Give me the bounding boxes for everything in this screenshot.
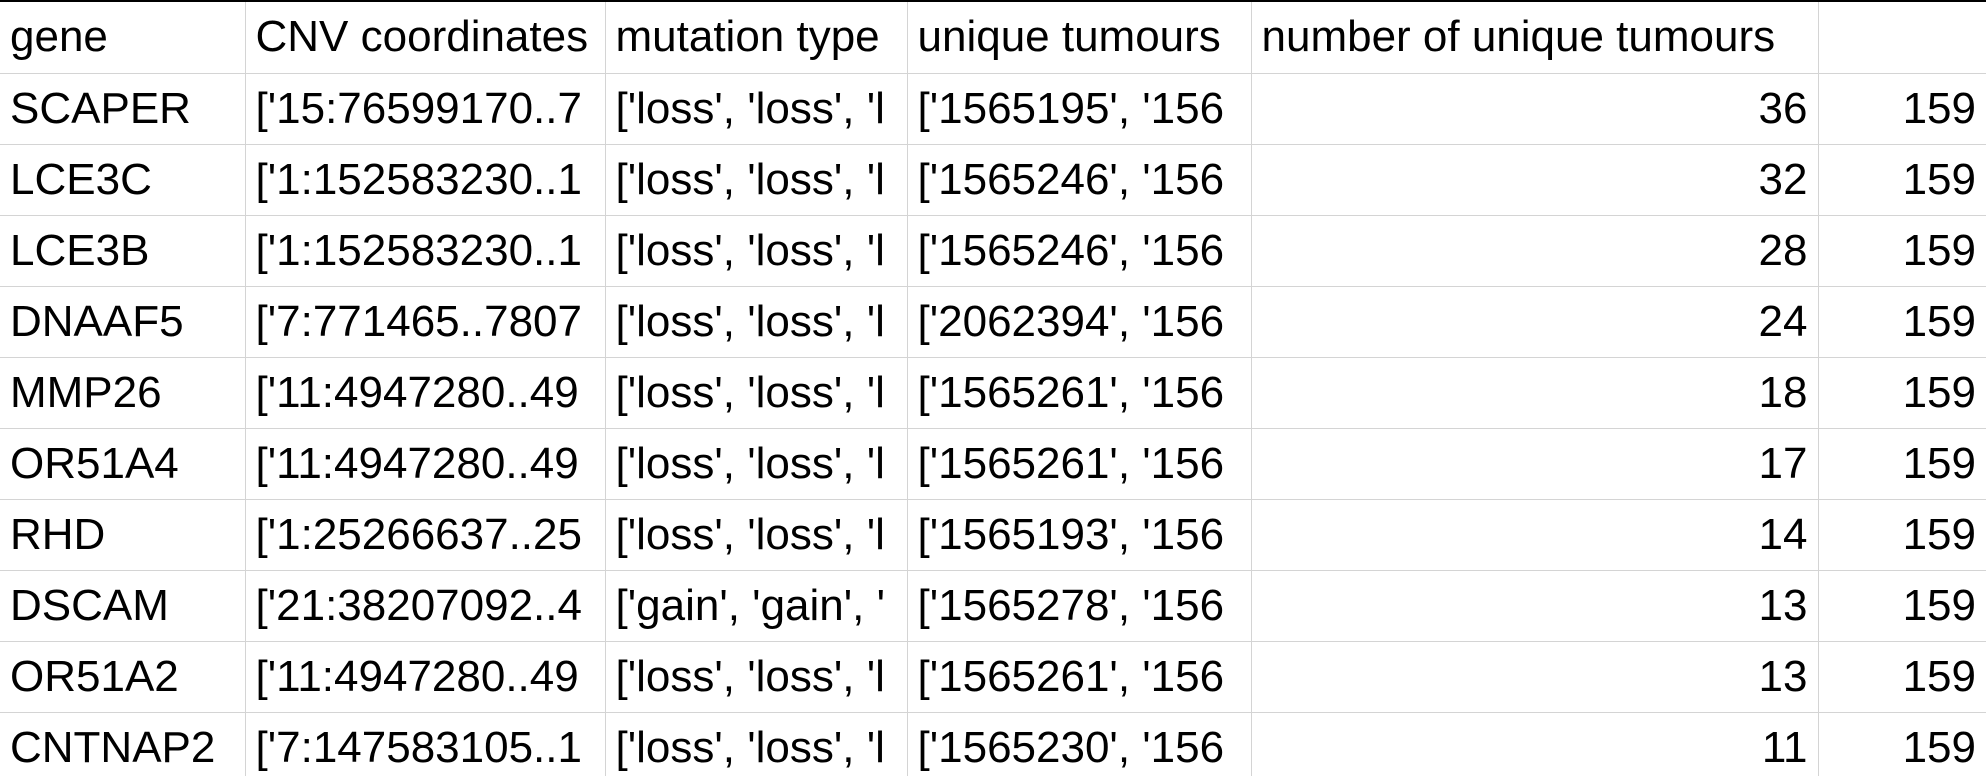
cell-mutation-type[interactable]: ['loss', 'loss', 'l — [605, 712, 908, 776]
cell-gene[interactable]: LCE3B — [0, 215, 246, 287]
cell-cnv-coordinates[interactable]: ['1:25266637..25 — [245, 499, 606, 571]
cell-number-of-unique-tumours[interactable]: 32 — [1251, 144, 1819, 216]
cell-number-of-unique-tumours[interactable]: 14 — [1251, 499, 1819, 571]
cell-unique-tumours[interactable]: ['1565195', '156 — [907, 73, 1252, 145]
cell-number-of-unique-tumours[interactable]: 11 — [1251, 712, 1819, 776]
cell-cnv-coordinates[interactable]: ['11:4947280..49 — [245, 357, 606, 429]
cell-number-of-unique-tumours[interactable]: 13 — [1251, 570, 1819, 642]
table-row: RHD ['1:25266637..25 ['loss', 'loss', 'l ['… — [0, 499, 1986, 571]
cell-mutation-type[interactable]: ['loss', 'loss', 'l — [605, 73, 908, 145]
cell-cnv-coordinates[interactable]: ['1:152583230..1 — [245, 144, 606, 216]
cell-extra-value[interactable]: 159 — [1818, 215, 1986, 287]
cell-gene[interactable]: SCAPER — [0, 73, 246, 145]
cell-gene[interactable]: LCE3C — [0, 144, 246, 216]
cell-number-of-unique-tumours[interactable]: 13 — [1251, 641, 1819, 713]
cell-extra-value[interactable]: 159 — [1818, 641, 1986, 713]
cell-cnv-coordinates[interactable]: ['7:147583105..1 — [245, 712, 606, 776]
cell-mutation-type[interactable]: ['gain', 'gain', ' — [605, 570, 908, 642]
cell-mutation-type[interactable]: ['loss', 'loss', 'l — [605, 499, 908, 571]
cell-gene[interactable]: OR51A4 — [0, 428, 246, 500]
cell-gene[interactable]: RHD — [0, 499, 246, 571]
cell-cnv-coordinates[interactable]: ['11:4947280..49 — [245, 428, 606, 500]
cell-number-of-unique-tumours[interactable]: 24 — [1251, 286, 1819, 358]
cell-extra-value[interactable]: 159 — [1818, 428, 1986, 500]
cell-extra-value[interactable]: 159 — [1818, 499, 1986, 571]
cell-unique-tumours[interactable]: ['1565278', '156 — [907, 570, 1252, 642]
table-row: CNTNAP2 ['7:147583105..1 ['loss', 'loss', … — [0, 712, 1986, 776]
table-row: LCE3C ['1:152583230..1 ['loss', 'loss', 'l… — [0, 144, 1986, 216]
cell-gene[interactable]: DSCAM — [0, 570, 246, 642]
cell-extra-value[interactable]: 159 — [1818, 73, 1986, 145]
cell-extra-value[interactable]: 159 — [1818, 144, 1986, 216]
header-cell-number-of-unique-tumours[interactable]: number of unique tumours — [1251, 0, 1819, 74]
cell-number-of-unique-tumours[interactable]: 17 — [1251, 428, 1819, 500]
table-row: DNAAF5 ['7:771465..7807 ['loss', 'loss', '… — [0, 286, 1986, 358]
header-row: gene CNV coordinates mutation type uniqu… — [0, 0, 1986, 74]
table-row: OR51A2 ['11:4947280..49 ['loss', 'loss', '… — [0, 641, 1986, 713]
cell-unique-tumours[interactable]: ['1565246', '156 — [907, 215, 1252, 287]
cell-number-of-unique-tumours[interactable]: 28 — [1251, 215, 1819, 287]
table-row: DSCAM ['21:38207092..4 ['gain', 'gain', '[… — [0, 570, 1986, 642]
cell-gene[interactable]: CNTNAP2 — [0, 712, 246, 776]
table-row: SCAPER ['15:76599170..7 ['loss', 'loss', '… — [0, 73, 1986, 145]
cell-gene[interactable]: MMP26 — [0, 357, 246, 429]
header-cell-blank[interactable] — [1818, 0, 1986, 74]
cell-gene[interactable]: DNAAF5 — [0, 286, 246, 358]
cell-gene[interactable]: OR51A2 — [0, 641, 246, 713]
table-row: MMP26 ['11:4947280..49 ['loss', 'loss', 'l… — [0, 357, 1986, 429]
cell-extra-value[interactable]: 159 — [1818, 712, 1986, 776]
table-row: LCE3B ['1:152583230..1 ['loss', 'loss', 'l… — [0, 215, 1986, 287]
cell-number-of-unique-tumours[interactable]: 18 — [1251, 357, 1819, 429]
header-cell-cnv-coordinates[interactable]: CNV coordinates — [245, 0, 606, 74]
cell-unique-tumours[interactable]: ['1565261', '156 — [907, 641, 1252, 713]
cell-extra-value[interactable]: 159 — [1818, 286, 1986, 358]
cell-unique-tumours[interactable]: ['1565230', '156 — [907, 712, 1252, 776]
table-row: OR51A4 ['11:4947280..49 ['loss', 'loss', '… — [0, 428, 1986, 500]
cell-cnv-coordinates[interactable]: ['11:4947280..49 — [245, 641, 606, 713]
header-cell-unique-tumours[interactable]: unique tumours — [907, 0, 1252, 74]
cell-cnv-coordinates[interactable]: ['15:76599170..7 — [245, 73, 606, 145]
cell-mutation-type[interactable]: ['loss', 'loss', 'l — [605, 286, 908, 358]
cell-unique-tumours[interactable]: ['1565246', '156 — [907, 144, 1252, 216]
cell-extra-value[interactable]: 159 — [1818, 570, 1986, 642]
cell-mutation-type[interactable]: ['loss', 'loss', 'l — [605, 428, 908, 500]
header-cell-gene[interactable]: gene — [0, 0, 246, 74]
header-cell-mutation-type[interactable]: mutation type — [605, 0, 908, 74]
cell-unique-tumours[interactable]: ['1565193', '156 — [907, 499, 1252, 571]
cell-cnv-coordinates[interactable]: ['21:38207092..4 — [245, 570, 606, 642]
cell-unique-tumours[interactable]: ['1565261', '156 — [907, 357, 1252, 429]
cell-cnv-coordinates[interactable]: ['7:771465..7807 — [245, 286, 606, 358]
cell-cnv-coordinates[interactable]: ['1:152583230..1 — [245, 215, 606, 287]
cell-mutation-type[interactable]: ['loss', 'loss', 'l — [605, 641, 908, 713]
cell-extra-value[interactable]: 159 — [1818, 357, 1986, 429]
cell-unique-tumours[interactable]: ['2062394', '156 — [907, 286, 1252, 358]
cell-number-of-unique-tumours[interactable]: 36 — [1251, 73, 1819, 145]
cell-mutation-type[interactable]: ['loss', 'loss', 'l — [605, 144, 908, 216]
cell-mutation-type[interactable]: ['loss', 'loss', 'l — [605, 215, 908, 287]
cell-mutation-type[interactable]: ['loss', 'loss', 'l — [605, 357, 908, 429]
cell-unique-tumours[interactable]: ['1565261', '156 — [907, 428, 1252, 500]
